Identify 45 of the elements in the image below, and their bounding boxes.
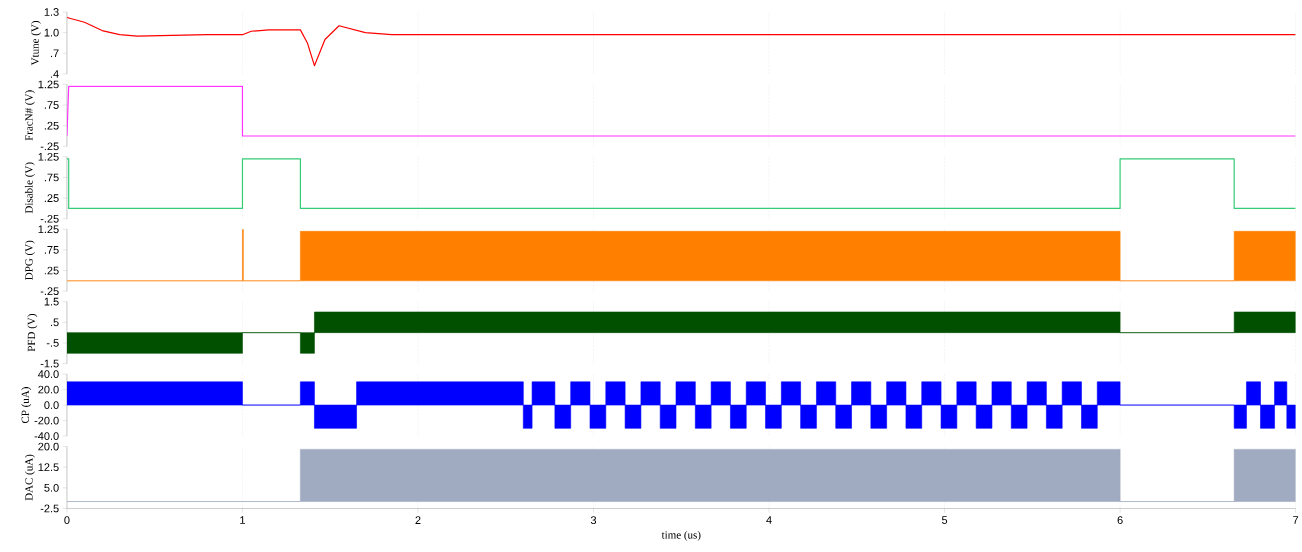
- x-axis-title: time (us): [661, 530, 701, 541]
- y-tick-label: 1.5: [44, 297, 59, 306]
- y-axis-title: Vtune (V): [31, 20, 42, 66]
- y-tick-label: 1.25: [38, 225, 59, 233]
- x-tick-label: 2: [415, 516, 421, 524]
- y-tick-label: .75: [44, 101, 59, 109]
- y-tick-label: -1.5: [40, 359, 59, 368]
- y-axis-title: Disable (V): [24, 162, 35, 214]
- y-tick-label: 40.0: [38, 370, 59, 378]
- y-tick-label: -.25: [40, 214, 59, 223]
- y-axis-title: DAC (uA): [24, 454, 35, 501]
- y-axis-title: DPG (V): [24, 240, 35, 280]
- y-tick-label: 1.3: [44, 7, 59, 16]
- y-tick-label: 0.0: [44, 400, 59, 409]
- y-tick-label: -.5: [46, 338, 59, 347]
- x-tick-label: 5: [941, 516, 948, 524]
- y-tick-label: .25: [44, 266, 59, 275]
- y-tick-label: 20.0: [38, 385, 59, 394]
- y-tick-label: 5.0: [44, 483, 59, 492]
- y-axis-title: PFD (V): [27, 313, 38, 352]
- y-tick-label: -.25: [40, 142, 59, 151]
- y-tick-label: -40.0: [34, 431, 59, 440]
- y-tick-label: .4: [50, 69, 59, 78]
- y-tick-label: .75: [44, 245, 59, 254]
- y-axis-title: CP (uA): [21, 386, 32, 423]
- y-tick-label: 12.5: [38, 463, 59, 471]
- y-tick-label: .7: [50, 49, 59, 57]
- x-tick-label: 6: [1117, 516, 1123, 524]
- y-tick-label: 1.25: [38, 152, 59, 161]
- y-tick-label: 20.0: [38, 442, 59, 451]
- x-tick-label: 3: [590, 516, 597, 524]
- y-tick-label: .5: [50, 318, 59, 326]
- x-tick-label: 1: [240, 516, 245, 524]
- x-tick-label: 0: [64, 516, 70, 524]
- y-tick-label: .25: [44, 194, 59, 202]
- y-tick-label: .75: [44, 173, 59, 182]
- y-tick-label: -.25: [40, 287, 59, 295]
- y-axis-title: FracN# (V): [24, 90, 35, 141]
- y-tick-label: 1.0: [44, 28, 59, 37]
- y-tick-label: 1.25: [38, 80, 59, 89]
- x-tick-label: 7: [1293, 516, 1299, 524]
- x-tick-label: 4: [766, 516, 772, 524]
- y-tick-label: .25: [44, 121, 59, 130]
- y-tick-label: -2.5: [40, 504, 59, 513]
- y-tick-label: -20.0: [34, 416, 59, 425]
